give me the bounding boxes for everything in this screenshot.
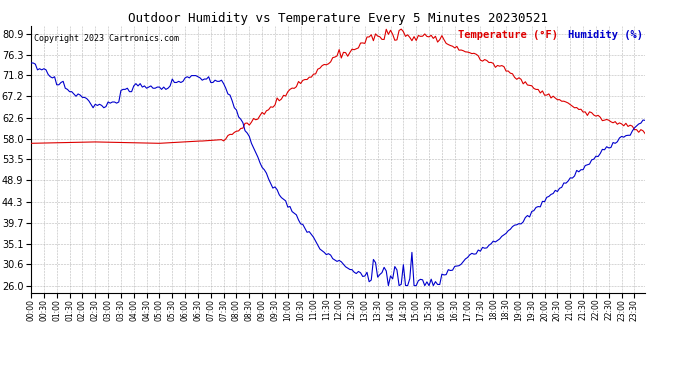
Title: Outdoor Humidity vs Temperature Every 5 Minutes 20230521: Outdoor Humidity vs Temperature Every 5 … <box>128 12 548 25</box>
Text: Humidity (%): Humidity (%) <box>569 30 643 40</box>
Text: Temperature (°F): Temperature (°F) <box>458 30 558 40</box>
Text: Copyright 2023 Cartronics.com: Copyright 2023 Cartronics.com <box>34 34 179 43</box>
